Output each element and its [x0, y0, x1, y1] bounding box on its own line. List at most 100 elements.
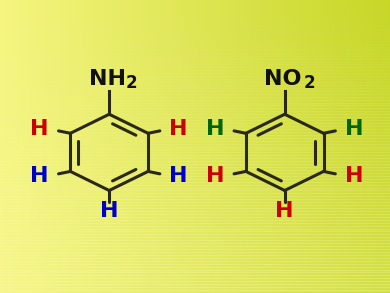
Bar — [312, 0, 316, 293]
Bar — [292, 0, 296, 293]
Bar — [109, 0, 113, 293]
Bar — [0, 217, 390, 220]
Bar — [70, 0, 74, 293]
Bar — [0, 152, 390, 155]
Bar — [339, 0, 343, 293]
Bar — [363, 0, 367, 293]
Bar — [156, 0, 160, 293]
Bar — [0, 155, 390, 158]
Bar — [0, 126, 390, 129]
Bar — [0, 261, 390, 264]
Text: H: H — [345, 166, 363, 186]
Bar — [0, 53, 390, 56]
Bar — [0, 38, 390, 41]
Bar — [4, 0, 8, 293]
Bar — [133, 0, 136, 293]
Bar — [0, 97, 390, 100]
Bar — [47, 0, 51, 293]
Bar — [148, 0, 152, 293]
Bar — [0, 105, 390, 108]
Bar — [58, 0, 62, 293]
Bar — [289, 0, 292, 293]
Bar — [0, 164, 390, 167]
Bar — [51, 0, 55, 293]
Bar — [183, 0, 187, 293]
Bar — [164, 0, 168, 293]
Bar — [0, 275, 390, 278]
Bar — [176, 0, 179, 293]
Bar — [172, 0, 176, 293]
Bar — [246, 0, 250, 293]
Bar — [332, 0, 335, 293]
Bar — [78, 0, 82, 293]
Bar — [0, 176, 390, 179]
Bar — [0, 252, 390, 255]
Bar — [0, 190, 390, 193]
Bar — [160, 0, 164, 293]
Bar — [0, 73, 390, 76]
Bar — [98, 0, 101, 293]
Bar — [0, 47, 390, 50]
Bar — [269, 0, 273, 293]
Bar — [308, 0, 312, 293]
Bar — [261, 0, 265, 293]
Bar — [0, 258, 390, 261]
Bar — [273, 0, 277, 293]
Bar — [304, 0, 308, 293]
Bar — [66, 0, 70, 293]
Bar — [0, 196, 390, 199]
Bar — [121, 0, 125, 293]
Bar — [0, 9, 390, 12]
Bar — [0, 21, 390, 23]
Bar — [0, 62, 390, 64]
Bar — [367, 0, 370, 293]
Bar — [0, 100, 390, 103]
Bar — [0, 149, 390, 152]
Bar — [0, 103, 390, 105]
Bar — [43, 0, 47, 293]
Bar — [0, 231, 390, 234]
Bar — [152, 0, 156, 293]
Bar — [0, 208, 390, 211]
Text: H: H — [30, 119, 49, 139]
Bar — [0, 211, 390, 214]
Bar — [222, 0, 226, 293]
Bar — [0, 114, 390, 117]
Bar — [0, 272, 390, 275]
Bar — [20, 0, 23, 293]
Bar — [0, 167, 390, 170]
Bar — [0, 214, 390, 217]
Text: 2: 2 — [126, 74, 137, 92]
Bar — [113, 0, 117, 293]
Bar — [211, 0, 215, 293]
Bar — [0, 146, 390, 149]
Text: H: H — [345, 119, 363, 139]
Bar — [191, 0, 195, 293]
Bar — [0, 182, 390, 185]
Bar — [0, 3, 390, 6]
Bar — [296, 0, 300, 293]
Bar — [0, 70, 390, 73]
Bar — [0, 229, 390, 231]
Bar — [0, 255, 390, 258]
Bar — [359, 0, 363, 293]
Bar — [199, 0, 203, 293]
Bar — [0, 290, 390, 293]
Bar — [129, 0, 133, 293]
Bar — [0, 56, 390, 59]
Bar — [0, 243, 390, 246]
Bar — [35, 0, 39, 293]
Bar — [0, 29, 390, 32]
Bar — [86, 0, 90, 293]
Bar — [378, 0, 382, 293]
Bar — [281, 0, 285, 293]
Text: H: H — [206, 166, 224, 186]
Bar — [144, 0, 148, 293]
Bar — [31, 0, 35, 293]
Text: H: H — [275, 201, 294, 221]
Bar — [179, 0, 183, 293]
Text: H: H — [100, 201, 119, 221]
Bar — [257, 0, 261, 293]
Bar — [386, 0, 390, 293]
Bar — [23, 0, 27, 293]
